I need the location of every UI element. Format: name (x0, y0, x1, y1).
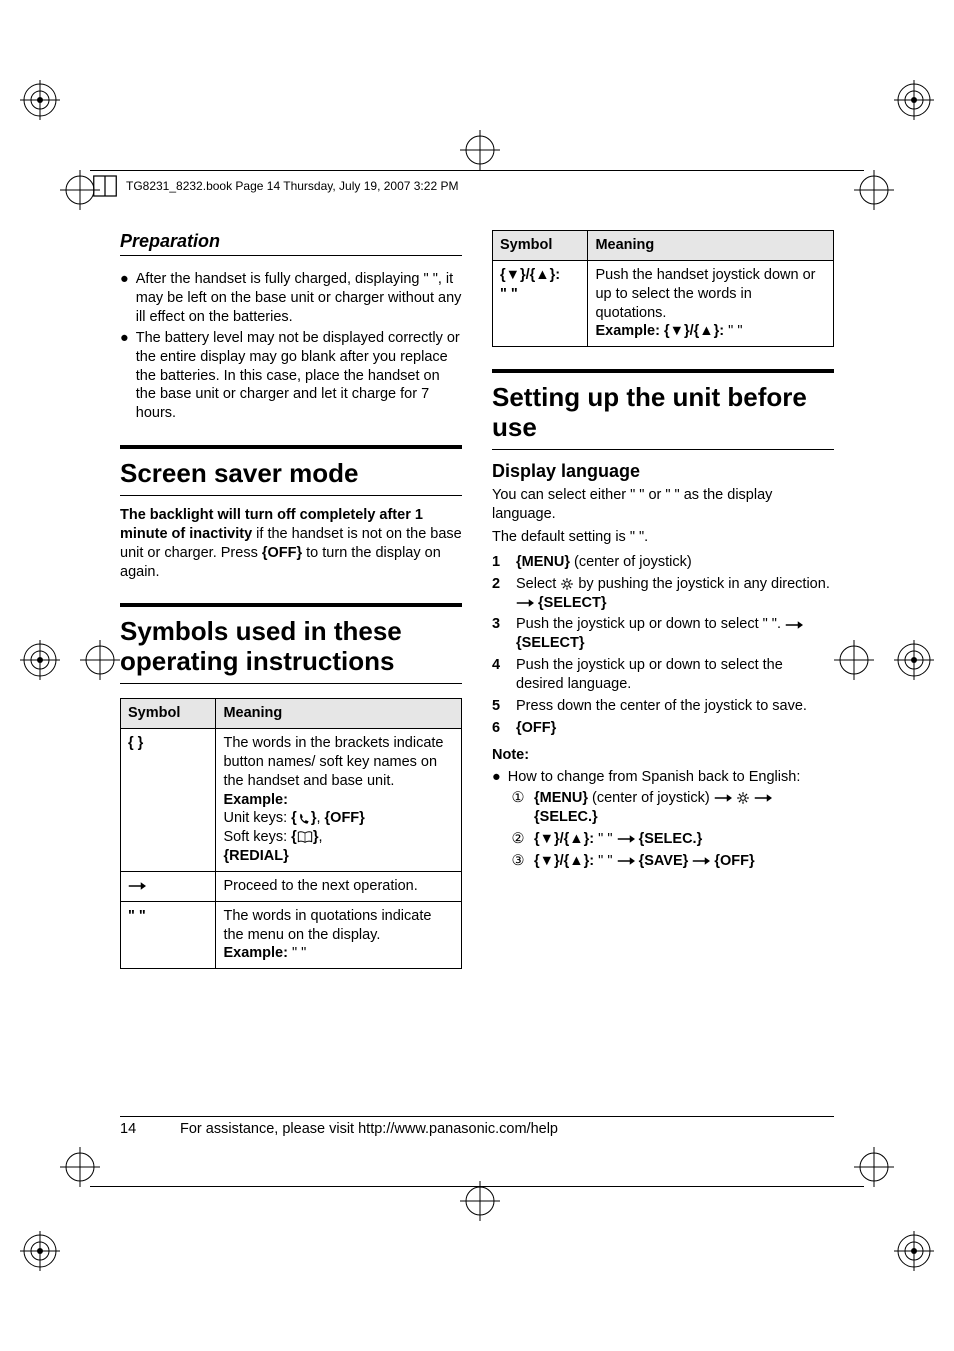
registration-target-icon (20, 80, 60, 120)
step-item: 6{OFF} (492, 719, 834, 738)
screen-saver-para: The backlight will turn off completely a… (120, 506, 462, 581)
th-symbol: Symbol (121, 699, 216, 729)
note-substeps: ①{MENU} (center of joystick) {SELEC.} ②{▼… (492, 789, 834, 870)
paragraph: The default setting is " ". (492, 528, 834, 547)
arrow-right-icon (754, 790, 772, 806)
paragraph: You can select either " " or " " as the … (492, 486, 834, 524)
symbol-cell: {▼}/{▲}:" " (493, 260, 588, 346)
note-step-item: ②{▼}/{▲}: " " {SELEC.} (510, 830, 834, 849)
arrow-right-icon (692, 853, 710, 869)
print-header-line: TG8231_8232.book Page 14 Thursday, July … (90, 170, 864, 200)
bullet-item: ●The battery level may not be displayed … (120, 329, 462, 423)
registration-cross-icon (834, 640, 874, 680)
registration-cross-icon (460, 130, 500, 170)
gear-icon (560, 576, 574, 592)
heading-setup: Setting up the unit before use (492, 383, 834, 443)
th-meaning: Meaning (216, 699, 462, 729)
registration-target-icon (894, 640, 934, 680)
arrow-right-icon (785, 616, 803, 632)
symbol-cell (121, 871, 216, 901)
meaning-cell: Proceed to the next operation. (216, 871, 462, 901)
arrow-right-icon (128, 878, 146, 894)
step-item: 5Press down the center of the joystick t… (492, 697, 834, 716)
bullet-item: ●After the handset is fully charged, dis… (120, 270, 462, 327)
th-meaning-2: Meaning (588, 231, 834, 261)
meaning-cell: The words in quotations indicate the men… (216, 901, 462, 969)
print-footer-line (90, 1157, 864, 1187)
page-footer: 14 For assistance, please visit http://w… (120, 1116, 834, 1137)
footer-text: For assistance, please visit http://www.… (180, 1121, 834, 1137)
table-row: { }The words in the brackets indicate bu… (121, 729, 462, 872)
symbol-cell: " " (121, 901, 216, 969)
note-bullet: ● How to change from Spanish back to Eng… (492, 768, 834, 787)
meaning-cell: Push the handset joystick down or up to … (588, 260, 834, 346)
book-icon (297, 829, 313, 845)
table-row: " "The words in quotations indicate the … (121, 901, 462, 969)
heading-display-language: Display language (492, 460, 834, 483)
symbols-table-2: Symbol Meaning {▼}/{▲}:" "Push the hands… (492, 230, 834, 347)
header-book-icon (90, 171, 120, 201)
registration-cross-icon (460, 1181, 500, 1221)
registration-target-icon (20, 640, 60, 680)
gear-icon (736, 790, 750, 806)
symbol-cell: { } (121, 729, 216, 872)
display-language-paras: You can select either " " or " " as the … (492, 486, 834, 547)
arrow-right-icon (617, 831, 635, 847)
arrow-right-icon (516, 595, 534, 611)
step-item: 4Push the joystick up or down to select … (492, 656, 834, 694)
step-item: 1{MENU} (center of joystick) (492, 553, 834, 572)
table-row: Proceed to the next operation. (121, 871, 462, 901)
arrow-right-icon (617, 853, 635, 869)
step-item: 2Select by pushing the joystick in any d… (492, 575, 834, 613)
heading-screen-saver: Screen saver mode (120, 459, 462, 489)
handset-icon (297, 810, 311, 826)
arrow-right-icon (714, 790, 732, 806)
heading-symbols: Symbols used in these operating instruct… (120, 617, 462, 677)
setup-steps: 1{MENU} (center of joystick) 2Select by p… (492, 553, 834, 738)
print-header-text: TG8231_8232.book Page 14 Thursday, July … (120, 179, 458, 193)
symbols-table-1: Symbol Meaning { }The words in the brack… (120, 698, 462, 969)
note-step-item: ③{▼}/{▲}: " " {SAVE} {OFF} (510, 852, 834, 871)
registration-target-icon (20, 1231, 60, 1271)
registration-target-icon (894, 1231, 934, 1271)
registration-target-icon (894, 80, 934, 120)
registration-cross-icon (80, 640, 120, 680)
page-number: 14 (120, 1121, 150, 1137)
step-item: 3Push the joystick up or down to select … (492, 615, 834, 653)
table-row: {▼}/{▲}:" "Push the handset joystick dow… (493, 260, 834, 346)
note-label: Note: (492, 746, 834, 765)
note-step-item: ①{MENU} (center of joystick) {SELEC.} (510, 789, 834, 827)
battery-notes: ●After the handset is fully charged, dis… (120, 270, 462, 423)
meaning-cell: The words in the brackets indicate butto… (216, 729, 462, 872)
th-symbol-2: Symbol (493, 231, 588, 261)
section-header: Preparation (120, 230, 462, 256)
